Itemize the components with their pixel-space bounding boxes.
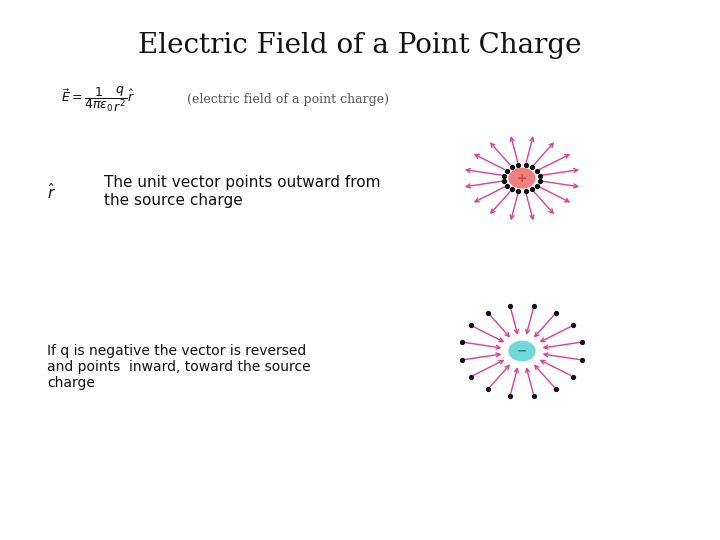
- Text: The unit vector points outward from
the source charge: The unit vector points outward from the …: [104, 176, 381, 208]
- Text: −: −: [517, 345, 527, 357]
- Text: $\hat{r}$: $\hat{r}$: [47, 182, 56, 201]
- Text: $\vec{E} = \dfrac{1}{4\pi\epsilon_0}\dfrac{q}{r^2}\hat{r}$: $\vec{E} = \dfrac{1}{4\pi\epsilon_0}\dfr…: [61, 85, 135, 114]
- Text: +: +: [517, 172, 527, 185]
- Text: (electric field of a point charge): (electric field of a point charge): [187, 93, 390, 106]
- Circle shape: [509, 341, 535, 361]
- Text: Electric Field of a Point Charge: Electric Field of a Point Charge: [138, 32, 582, 59]
- Text: If q is negative the vector is reversed
and points  inward, toward the source
ch: If q is negative the vector is reversed …: [47, 344, 310, 390]
- Circle shape: [509, 168, 535, 188]
